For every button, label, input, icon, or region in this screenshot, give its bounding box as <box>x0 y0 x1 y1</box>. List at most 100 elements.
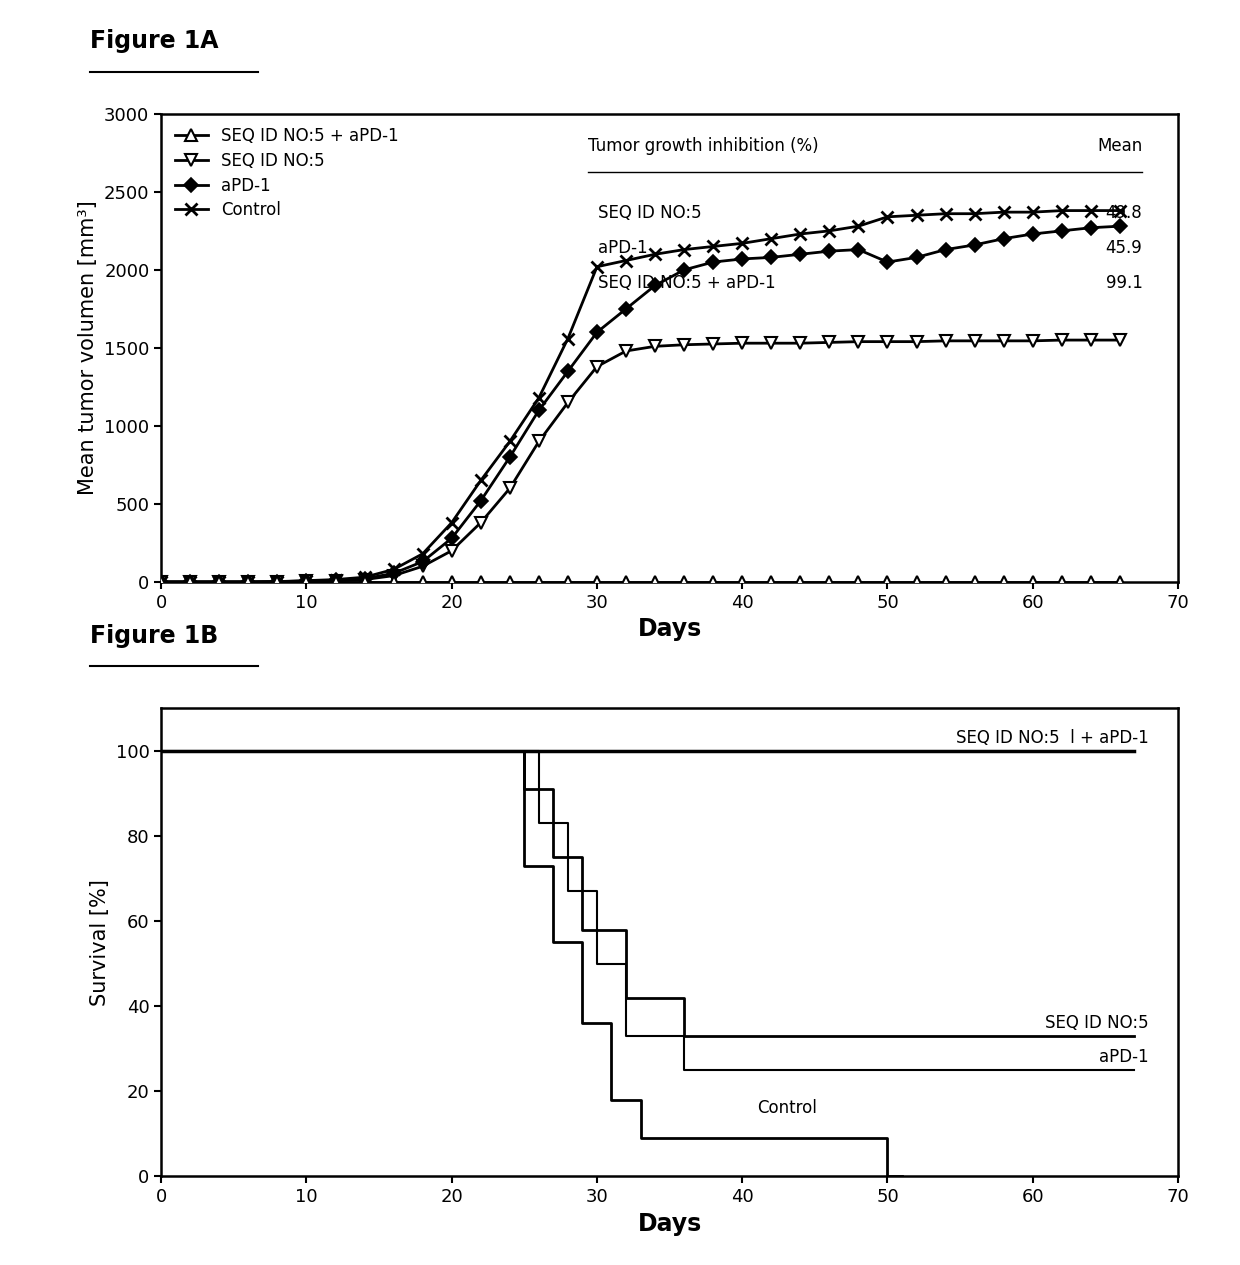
Control <box>532 390 547 405</box>
SEQ ID NO:5 <box>1054 333 1069 348</box>
SEQ ID NO:5 <box>792 335 807 350</box>
SEQ ID NO:5 + aPD-1 <box>329 574 343 589</box>
SEQ ID NO:5 <box>1025 333 1040 348</box>
aPD-1 <box>764 249 779 264</box>
aPD-1 <box>182 574 197 589</box>
SEQ ID NO:5 <box>532 434 547 449</box>
Control <box>996 205 1011 220</box>
Control <box>939 206 954 221</box>
SEQ ID NO:5 <box>939 333 954 348</box>
Control <box>357 569 372 584</box>
SEQ ID NO:5 <box>474 515 489 530</box>
Text: SEQ ID NO:5: SEQ ID NO:5 <box>1045 1013 1149 1032</box>
SEQ ID NO:5 + aPD-1 <box>851 574 866 589</box>
SEQ ID NO:5 + aPD-1 <box>619 574 634 589</box>
aPD-1 <box>444 530 459 545</box>
Control <box>560 331 575 347</box>
SEQ ID NO:5 + aPD-1 <box>212 574 227 589</box>
SEQ ID NO:5 <box>386 568 401 583</box>
SEQ ID NO:5 + aPD-1 <box>1084 574 1099 589</box>
SEQ ID NO:5 + aPD-1 <box>880 574 895 589</box>
aPD-1 <box>1084 220 1099 235</box>
Control <box>299 573 314 588</box>
aPD-1 <box>851 242 866 257</box>
Control <box>415 546 430 562</box>
SEQ ID NO:5 <box>212 574 227 589</box>
SEQ ID NO:5 <box>299 573 314 588</box>
aPD-1 <box>909 249 924 264</box>
SEQ ID NO:5 + aPD-1 <box>735 574 750 589</box>
SEQ ID NO:5 + aPD-1 <box>939 574 954 589</box>
aPD-1 <box>532 402 547 417</box>
Text: SEQ ID NO:5: SEQ ID NO:5 <box>599 204 702 221</box>
SEQ ID NO:5 <box>415 559 430 574</box>
SEQ ID NO:5 + aPD-1 <box>241 574 255 589</box>
aPD-1 <box>939 242 954 257</box>
Y-axis label: Survival [%]: Survival [%] <box>91 879 110 1006</box>
aPD-1 <box>706 254 720 269</box>
Control <box>677 242 692 257</box>
aPD-1 <box>560 364 575 380</box>
Text: Mean: Mean <box>1097 138 1142 156</box>
SEQ ID NO:5 <box>880 334 895 349</box>
Text: 99.1: 99.1 <box>1106 275 1142 292</box>
Line: Control: Control <box>155 205 1126 588</box>
aPD-1 <box>1054 223 1069 238</box>
aPD-1 <box>1025 226 1040 242</box>
SEQ ID NO:5 <box>589 359 604 374</box>
Text: Tumor growth inhibition (%): Tumor growth inhibition (%) <box>588 138 818 156</box>
SEQ ID NO:5 + aPD-1 <box>182 574 197 589</box>
SEQ ID NO:5 <box>909 334 924 349</box>
SEQ ID NO:5 + aPD-1 <box>1112 574 1127 589</box>
SEQ ID NO:5 <box>851 334 866 349</box>
Control <box>154 574 169 589</box>
SEQ ID NO:5 <box>502 481 517 496</box>
aPD-1 <box>677 262 692 277</box>
Control <box>792 226 807 242</box>
Control <box>909 207 924 223</box>
aPD-1 <box>474 493 489 509</box>
Legend: SEQ ID NO:5 + aPD-1, SEQ ID NO:5, aPD-1, Control: SEQ ID NO:5 + aPD-1, SEQ ID NO:5, aPD-1,… <box>170 123 404 224</box>
SEQ ID NO:5 + aPD-1 <box>822 574 837 589</box>
aPD-1 <box>270 574 285 589</box>
SEQ ID NO:5 + aPD-1 <box>560 574 575 589</box>
SEQ ID NO:5 + aPD-1 <box>270 574 285 589</box>
SEQ ID NO:5 <box>677 338 692 353</box>
SEQ ID NO:5 <box>444 543 459 558</box>
aPD-1 <box>357 572 372 587</box>
Control <box>1084 202 1099 218</box>
aPD-1 <box>329 573 343 588</box>
aPD-1 <box>735 252 750 267</box>
aPD-1 <box>154 574 169 589</box>
SEQ ID NO:5 + aPD-1 <box>706 574 720 589</box>
SEQ ID NO:5 <box>560 395 575 410</box>
Control <box>1025 205 1040 220</box>
Control <box>851 219 866 234</box>
Text: Control: Control <box>756 1099 817 1117</box>
Control <box>1112 202 1127 218</box>
SEQ ID NO:5 <box>270 574 285 589</box>
SEQ ID NO:5 <box>241 574 255 589</box>
SEQ ID NO:5 <box>1112 333 1127 348</box>
aPD-1 <box>792 247 807 262</box>
SEQ ID NO:5 + aPD-1 <box>677 574 692 589</box>
SEQ ID NO:5 + aPD-1 <box>589 574 604 589</box>
Control <box>619 253 634 268</box>
Text: 45.9: 45.9 <box>1106 239 1142 257</box>
SEQ ID NO:5 + aPD-1 <box>502 574 517 589</box>
Line: SEQ ID NO:5 + aPD-1: SEQ ID NO:5 + aPD-1 <box>156 577 1126 587</box>
SEQ ID NO:5 + aPD-1 <box>357 574 372 589</box>
Control <box>967 206 982 221</box>
Control <box>589 259 604 275</box>
Text: Figure 1B: Figure 1B <box>91 624 218 648</box>
SEQ ID NO:5 + aPD-1 <box>1054 574 1069 589</box>
Control <box>444 515 459 530</box>
Text: aPD-1: aPD-1 <box>1100 1047 1149 1066</box>
SEQ ID NO:5 <box>764 335 779 350</box>
SEQ ID NO:5 + aPD-1 <box>996 574 1011 589</box>
Control <box>735 235 750 250</box>
aPD-1 <box>386 565 401 581</box>
Control <box>182 574 197 589</box>
Control <box>706 239 720 254</box>
aPD-1 <box>967 238 982 253</box>
